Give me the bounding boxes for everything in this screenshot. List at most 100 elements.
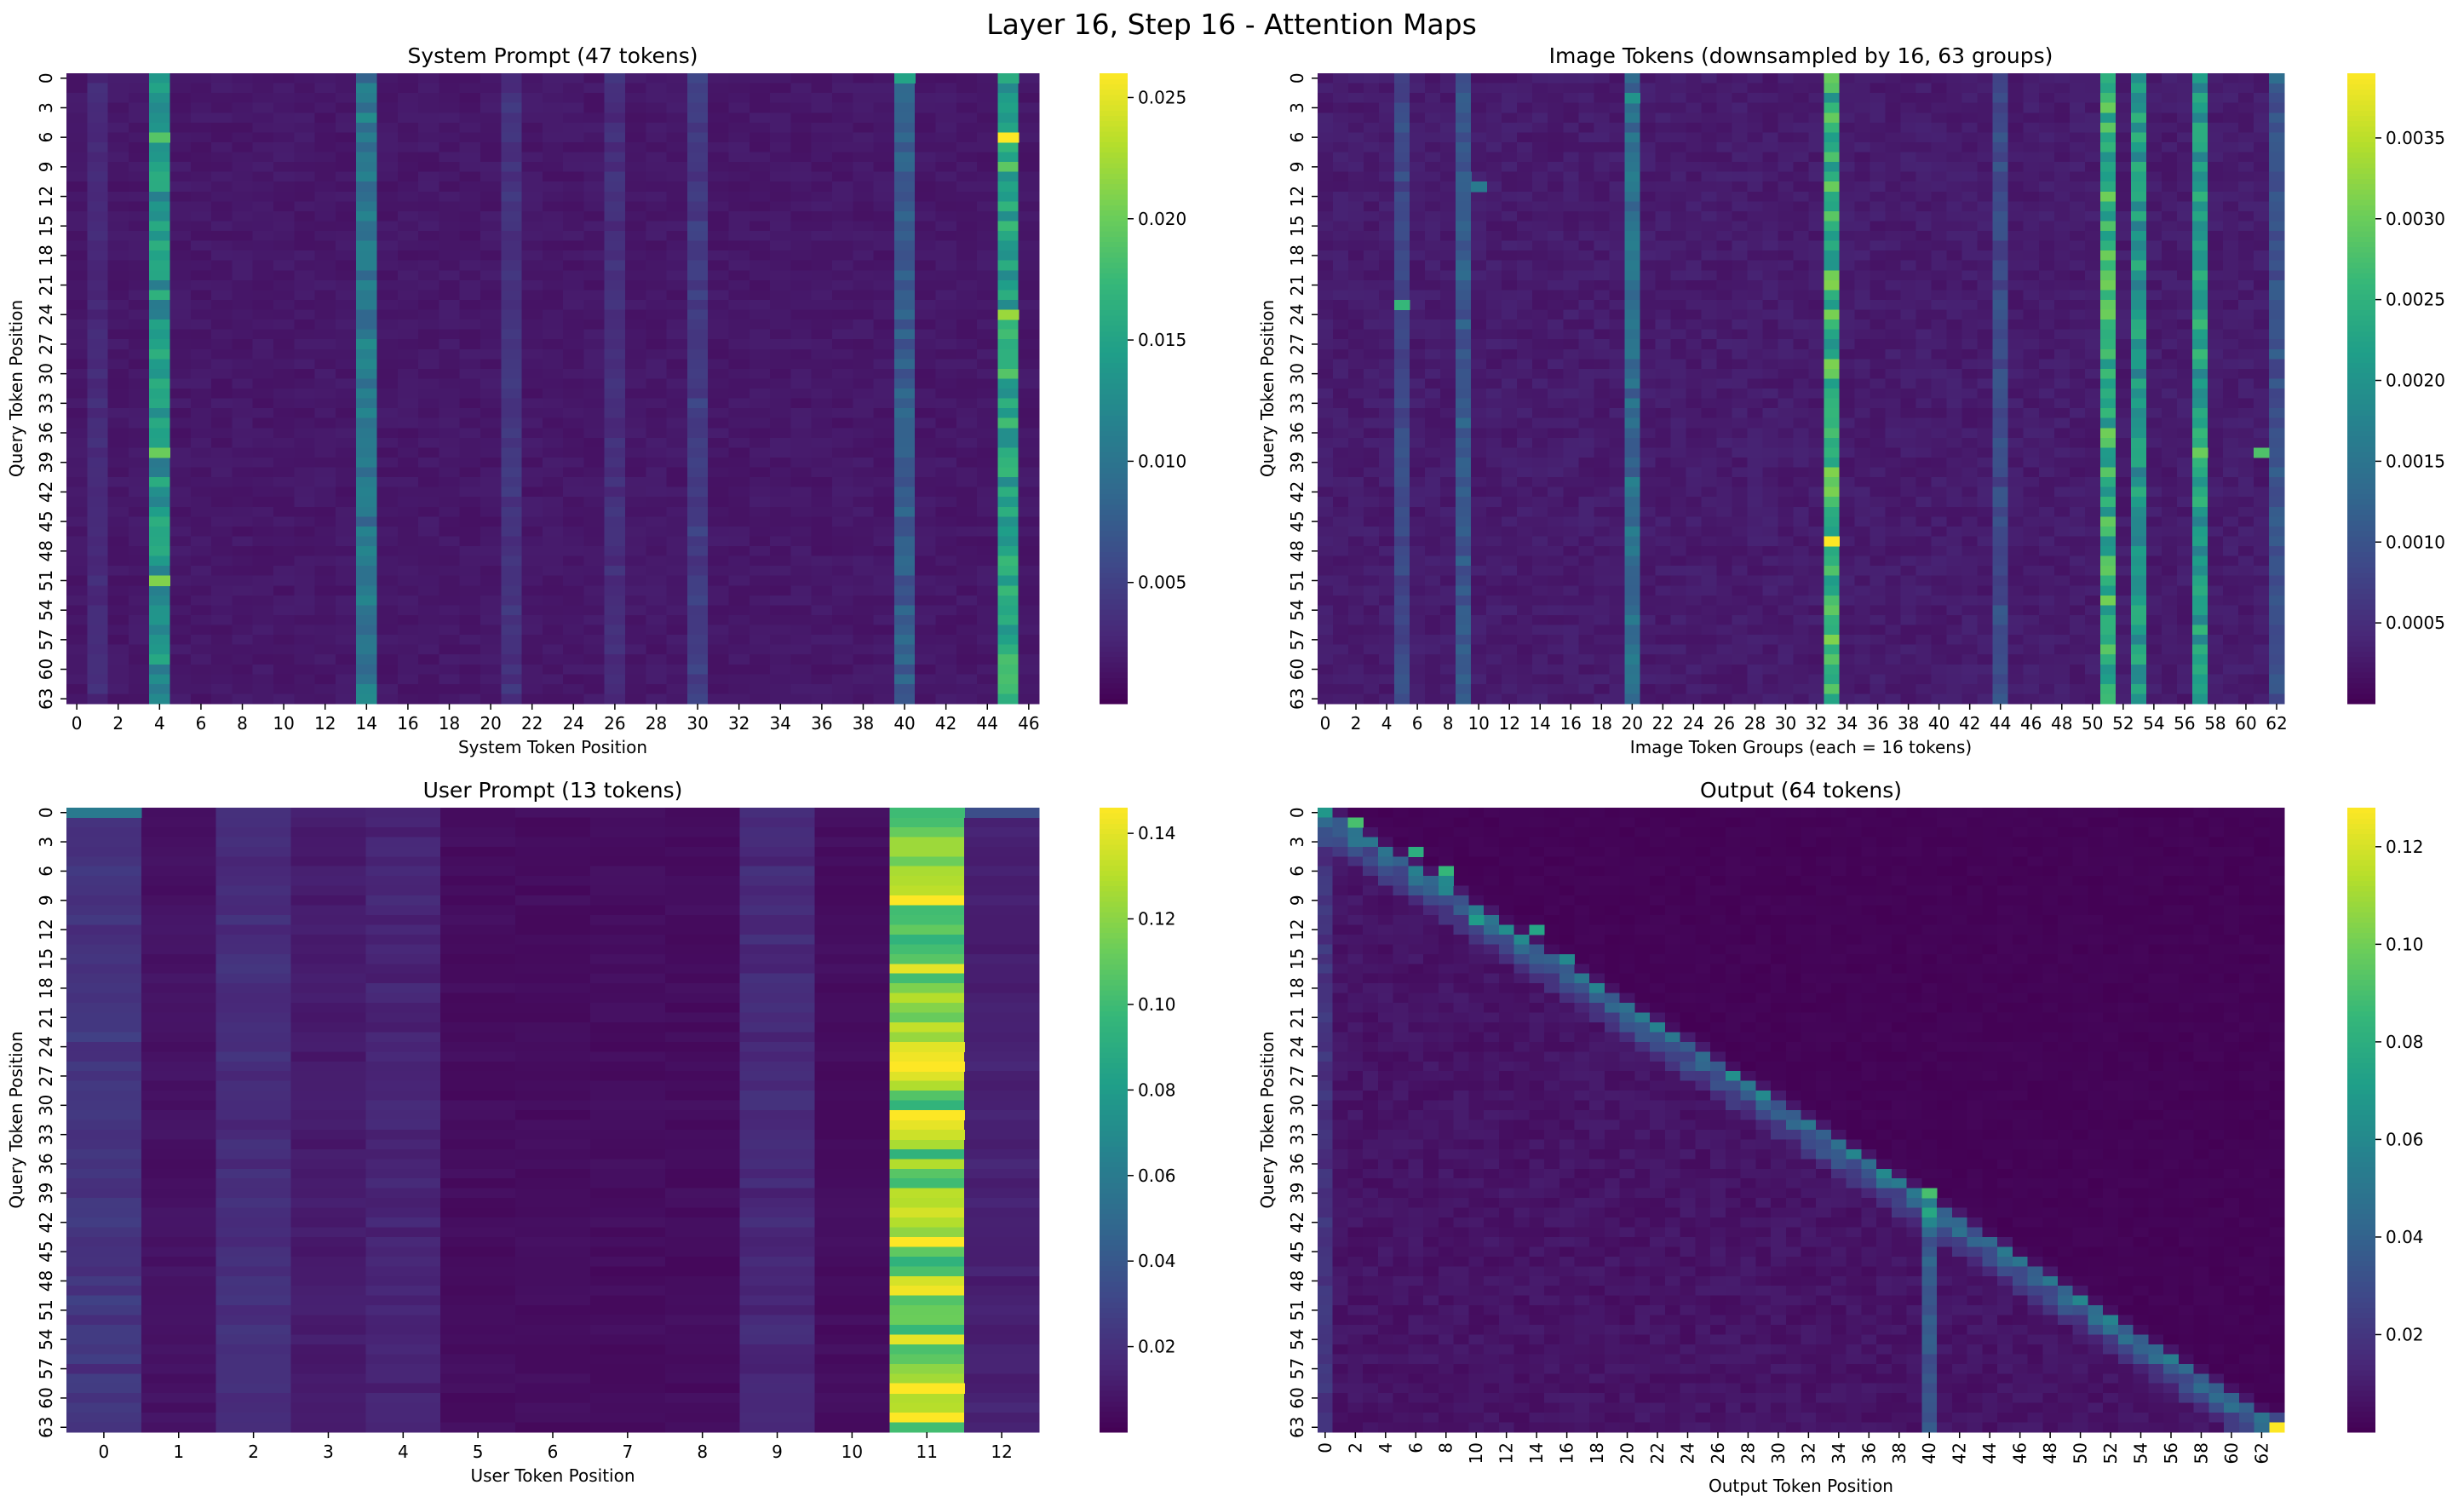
heatmap-cell xyxy=(1594,319,1610,331)
heatmap-cell xyxy=(1379,290,1395,301)
heatmap-cell xyxy=(397,348,419,360)
heatmap-cell xyxy=(790,635,813,646)
heatmap-cell xyxy=(1885,329,1902,340)
heatmap-cell xyxy=(1318,329,1334,340)
heatmap-cell xyxy=(1762,221,1779,232)
heatmap-cell xyxy=(521,605,543,616)
heatmap-cell xyxy=(977,674,999,685)
heatmap-cell xyxy=(1624,319,1640,331)
heatmap-cell xyxy=(1486,260,1502,271)
colorbar-segment xyxy=(1100,609,1128,615)
heatmap-cell xyxy=(749,339,771,350)
heatmap-cell xyxy=(893,506,916,517)
heatmap-cell xyxy=(1670,132,1686,143)
heatmap-cell xyxy=(1563,240,1579,251)
heatmap-cell xyxy=(232,221,254,232)
heatmap-cell xyxy=(646,290,668,301)
heatmap-cell xyxy=(1839,201,1856,212)
heatmap-cell xyxy=(459,329,481,340)
heatmap-cell xyxy=(686,635,709,646)
heatmap-cell xyxy=(2253,93,2270,104)
heatmap-cell xyxy=(563,683,585,695)
heatmap-cell xyxy=(666,624,688,636)
heatmap-hotspot-cell xyxy=(149,132,171,143)
heatmap-cell xyxy=(1594,210,1610,222)
heatmap-cell xyxy=(956,290,978,301)
heatmap-cell xyxy=(832,368,853,380)
heatmap-cell xyxy=(935,546,957,557)
heatmap-cell xyxy=(1808,299,1825,311)
heatmap-cell xyxy=(811,348,833,360)
heatmap-cell xyxy=(314,585,336,596)
heatmap-cell xyxy=(728,654,750,665)
heatmap-cell xyxy=(1793,181,1810,193)
heatmap-cell xyxy=(1977,152,1994,163)
heatmap-cell xyxy=(521,694,543,705)
heatmap-cell xyxy=(1992,339,2009,350)
heatmap-cell xyxy=(2207,83,2224,94)
heatmap-cell xyxy=(376,614,399,626)
heatmap-cell xyxy=(2222,141,2239,153)
heatmap-cell xyxy=(1018,240,1040,251)
heatmap-cell xyxy=(1701,240,1718,251)
heatmap-cell xyxy=(1018,329,1040,340)
heatmap-cell xyxy=(728,132,750,143)
heatmap-cell xyxy=(708,171,730,182)
heatmap-cell xyxy=(2053,73,2071,84)
heatmap-cell xyxy=(935,654,957,665)
heatmap-cell xyxy=(2161,102,2178,113)
heatmap-cell xyxy=(66,122,88,133)
heatmap-cell xyxy=(1318,171,1334,182)
heatmap-cell xyxy=(666,221,688,232)
heatmap-cell xyxy=(66,506,88,517)
heatmap-cell xyxy=(418,575,439,586)
heatmap-cell xyxy=(314,171,336,182)
heatmap-cell xyxy=(997,497,1019,508)
heatmap-cell xyxy=(1364,290,1380,301)
heatmap-cell xyxy=(335,73,357,84)
heatmap-cell xyxy=(563,497,585,508)
heatmap-cell xyxy=(2130,141,2147,153)
heatmap-cell xyxy=(1410,181,1426,193)
heatmap-cell xyxy=(2253,201,2270,212)
heatmap-cell xyxy=(708,408,730,419)
heatmap-cell xyxy=(418,290,439,301)
heatmap-cell xyxy=(542,279,564,291)
heatmap-cell xyxy=(646,575,668,586)
heatmap-cell xyxy=(646,231,668,242)
heatmap-cell xyxy=(811,112,833,124)
heatmap-cell xyxy=(521,73,543,84)
heatmap-cell xyxy=(686,378,709,389)
heatmap-cell xyxy=(542,694,564,705)
x-tick-label: 20 xyxy=(480,713,501,734)
heatmap-cell xyxy=(87,191,109,202)
heatmap-cell xyxy=(2222,112,2239,124)
heatmap-cell xyxy=(542,141,564,153)
heatmap-cell xyxy=(1624,83,1640,94)
heatmap-cell xyxy=(211,536,233,547)
heatmap-cell xyxy=(977,290,999,301)
heatmap-cell xyxy=(439,141,461,153)
heatmap-cell xyxy=(107,152,129,163)
heatmap-cell xyxy=(853,290,875,301)
heatmap-cell xyxy=(376,378,399,389)
heatmap-cell xyxy=(252,270,274,281)
heatmap-cell xyxy=(1915,181,1933,193)
heatmap-cell xyxy=(1440,319,1456,331)
heatmap-cell xyxy=(873,73,895,84)
heatmap-cell xyxy=(1885,132,1902,143)
heatmap-cell xyxy=(1563,319,1579,331)
heatmap-cell xyxy=(666,694,688,705)
heatmap-cell xyxy=(397,141,419,153)
heatmap-cell xyxy=(149,614,171,626)
heatmap-cell xyxy=(439,605,461,616)
heatmap-cell xyxy=(2069,319,2086,331)
heatmap-cell xyxy=(977,348,999,360)
heatmap-cell xyxy=(1624,102,1640,113)
heatmap-cell xyxy=(418,477,439,488)
heatmap-cell xyxy=(1670,329,1686,340)
heatmap-cell xyxy=(521,171,543,182)
heatmap-cell xyxy=(873,221,895,232)
heatmap-cell xyxy=(314,654,336,665)
heatmap-cell xyxy=(2084,279,2101,291)
